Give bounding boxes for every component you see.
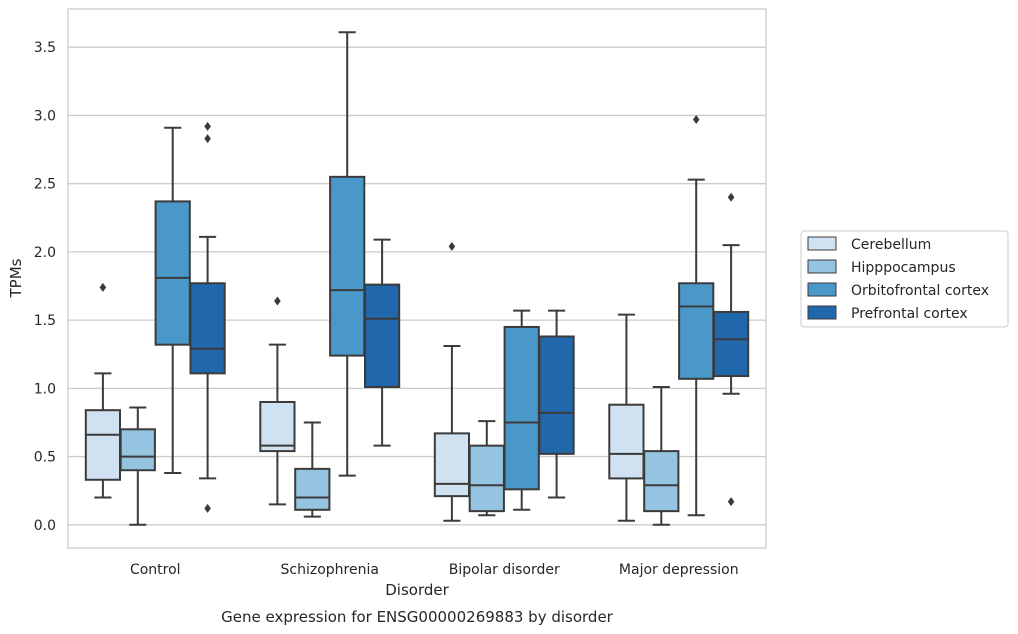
iqr-box (503, 325, 540, 491)
legend-label: Prefrontal cortex (851, 306, 968, 322)
y-tick-label: 2.5 (34, 177, 56, 193)
outlier-point (99, 282, 107, 292)
box-cerebellum (259, 296, 296, 506)
chart-caption: Gene expression for ENSG00000269883 by d… (221, 608, 614, 626)
box-plot-marks (84, 31, 750, 526)
iqr-box (154, 200, 191, 346)
x-tick-label: Schizophrenia (281, 562, 379, 578)
plot-area-frame (67, 8, 767, 549)
y-axis-ticks: 0.0 0.5 1.0 1.5 2.0 2.5 3.0 3.5 (34, 40, 56, 534)
x-axis-ticks: Control Schizophrenia Bipolar disorder Majo… (130, 562, 739, 578)
y-axis-title: TPMs (7, 258, 25, 298)
y-tick-label: 2.0 (34, 245, 56, 261)
legend-swatch (807, 305, 837, 320)
iqr-box (259, 400, 296, 453)
outlier-point (204, 121, 211, 131)
legend-frame (800, 230, 1009, 328)
legend: Cerebellum Hipppocampus Orbitofrontal cort… (800, 230, 1009, 328)
box-orbitofrontal-cortex (678, 115, 715, 517)
box-orbitofrontal-cortex (503, 309, 540, 511)
iqr-box (608, 403, 645, 480)
outlier-point (727, 497, 735, 507)
outlier-point (204, 503, 211, 513)
outlier-point (692, 115, 700, 125)
outlier-point (274, 296, 281, 306)
box-hipppocampus (119, 406, 156, 526)
iqr-box (294, 467, 331, 511)
y-tick-label: 0.0 (34, 518, 56, 534)
y-tick-label: 3.0 (34, 108, 56, 124)
iqr-box (433, 432, 471, 498)
iqr-box (643, 450, 680, 513)
y-tick-label: 1.0 (34, 381, 56, 397)
box-orbitofrontal-cortex (154, 126, 191, 474)
legend-swatch (807, 282, 837, 297)
y-tick-label: 3.5 (34, 40, 56, 56)
legend-label: Hipppocampus (851, 260, 956, 276)
iqr-box (678, 282, 715, 380)
outlier-point (448, 241, 456, 251)
legend-label: Cerebellum (851, 237, 931, 253)
box-cerebellum (433, 241, 471, 522)
box-prefrontal-cortex (189, 121, 226, 513)
x-tick-label: Control (130, 562, 181, 578)
box-orbitofrontal-cortex (329, 31, 366, 477)
box-hipppocampus (294, 421, 331, 518)
outlier-point (204, 134, 211, 144)
x-tick-label: Major depression (619, 562, 739, 578)
x-axis-title: Disorder (385, 581, 449, 599)
iqr-box (189, 282, 226, 375)
box-hipppocampus (643, 385, 680, 526)
box-prefrontal-cortex (538, 309, 575, 499)
x-tick-label: Bipolar disorder (449, 562, 560, 578)
legend-swatch (807, 236, 837, 251)
iqr-box (468, 444, 505, 513)
box-prefrontal-cortex (363, 238, 401, 447)
iqr-box (119, 428, 156, 472)
iqr-box (84, 409, 122, 481)
box-cerebellum (608, 313, 645, 522)
iqr-box (712, 310, 750, 378)
box-cerebellum (84, 282, 122, 499)
iqr-box (538, 335, 575, 455)
iqr-box (363, 283, 401, 388)
box-hipppocampus (468, 420, 505, 517)
y-tick-label: 0.5 (34, 450, 56, 466)
outlier-point (727, 192, 735, 202)
legend-label: Orbitofrontal cortex (851, 283, 989, 299)
box-prefrontal-cortex (712, 192, 750, 507)
legend-swatch (807, 259, 837, 274)
iqr-box (329, 175, 366, 357)
y-tick-label: 1.5 (34, 313, 56, 329)
